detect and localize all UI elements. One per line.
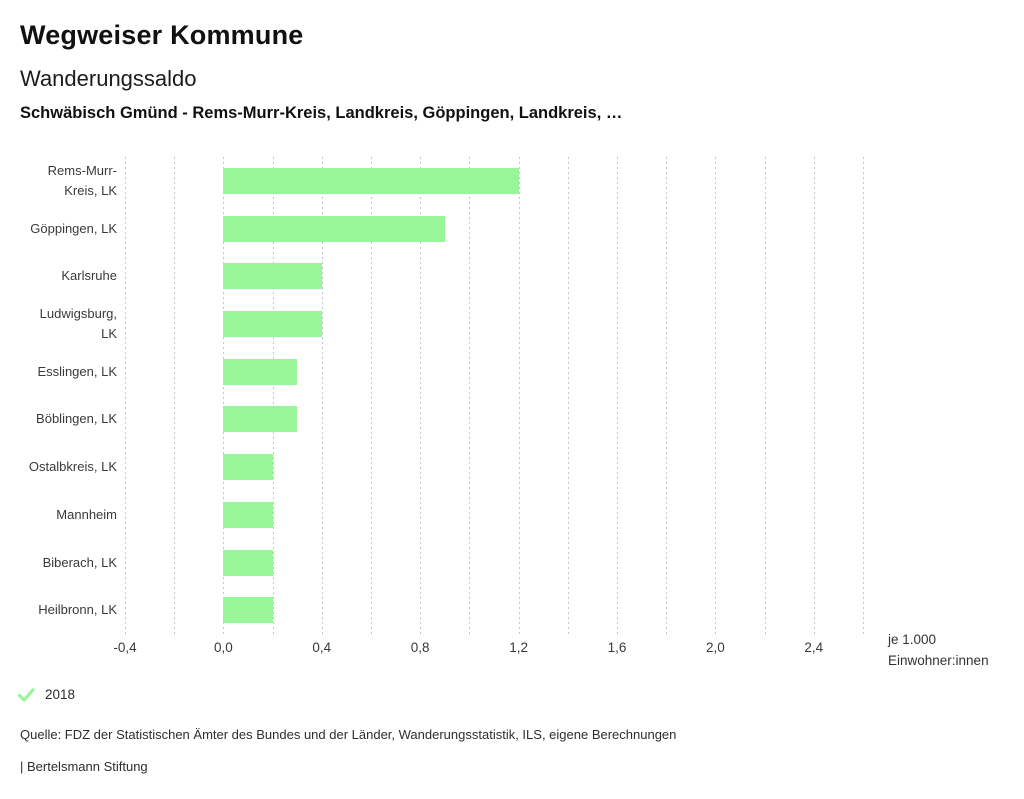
source-note: Quelle: FDZ der Statistischen Ämter des … <box>20 727 677 742</box>
legend[interactable]: 2018 <box>18 687 75 702</box>
chart-filter-breadcrumb: Schwäbisch Gmünd - Rems-Murr-Kreis, Land… <box>20 104 623 122</box>
bar-2018[interactable] <box>223 549 273 576</box>
x-tick-label: 1,2 <box>509 640 528 655</box>
chart-title: Wanderungssaldo <box>20 66 197 91</box>
gridline <box>813 157 815 634</box>
gridline <box>272 157 274 634</box>
gridline <box>617 157 618 634</box>
page-title: Wegweiser Kommune <box>20 20 304 50</box>
category-label: Biberach, LK <box>42 554 117 570</box>
x-tick-label: 2,4 <box>804 640 824 655</box>
gridline <box>223 157 225 634</box>
gridline <box>371 157 372 634</box>
gridline <box>469 157 471 634</box>
category-label: Böblingen, LK <box>36 411 117 427</box>
gridline <box>518 157 520 634</box>
x-axis-unit-line1: je 1.000 <box>888 632 937 647</box>
gridline <box>125 157 126 634</box>
gridline <box>715 157 717 634</box>
bar-2018[interactable] <box>223 263 322 290</box>
category-label: Göppingen, LK <box>30 220 117 236</box>
x-tick-label: 0,0 <box>214 640 233 655</box>
x-tick-label: 0,8 <box>410 640 430 655</box>
category-label: Mannheim <box>56 506 117 522</box>
category-label: Heilbronn, LK <box>38 602 117 618</box>
gridline <box>321 157 323 634</box>
x-tick-label: 1,6 <box>607 640 627 655</box>
x-tick-label: 0,4 <box>312 640 332 655</box>
check-icon <box>18 687 35 702</box>
bar-2018[interactable] <box>223 597 273 624</box>
category-label: Karlsruhe <box>61 268 117 284</box>
plot-area <box>125 157 864 634</box>
bar-2018[interactable] <box>223 215 445 242</box>
y-axis-labels: Rems-Murr-Kreis, LK Göppingen, LK Karlsruh… <box>0 157 117 634</box>
gridline <box>666 157 668 634</box>
category-label: Ludwigsburg, LK <box>39 306 117 341</box>
bar-2018[interactable] <box>223 501 273 528</box>
gridline <box>863 157 864 634</box>
bar-2018[interactable] <box>223 311 322 337</box>
category-label: Rems-Murr-Kreis, LK <box>47 162 117 198</box>
category-label: Esslingen, LK <box>37 363 118 379</box>
bar-2018[interactable] <box>223 406 298 433</box>
category-label: Ostalbkreis, LK <box>28 459 117 475</box>
x-axis-unit-line2: Einwohner:innen <box>888 653 989 668</box>
bar-2018[interactable] <box>223 358 298 385</box>
branding-note: | Bertelsmann Stiftung <box>20 759 148 774</box>
gridline <box>420 157 422 634</box>
bar-2018[interactable] <box>223 454 273 481</box>
x-axis-ticks: -0,4 0,0 0,4 0,8 1,2 1,6 2,0 2,4 <box>113 640 863 660</box>
x-tick-label: -0,4 <box>113 640 137 655</box>
x-tick-label: 2,0 <box>706 640 725 655</box>
gridline <box>764 157 766 634</box>
legend-label-year: 2018 <box>45 687 76 702</box>
gridline <box>567 157 569 634</box>
x-axis-unit-label: je 1.000 Einwohner:innen <box>888 629 989 671</box>
gridline <box>174 157 176 634</box>
bar-2018[interactable] <box>223 167 519 194</box>
